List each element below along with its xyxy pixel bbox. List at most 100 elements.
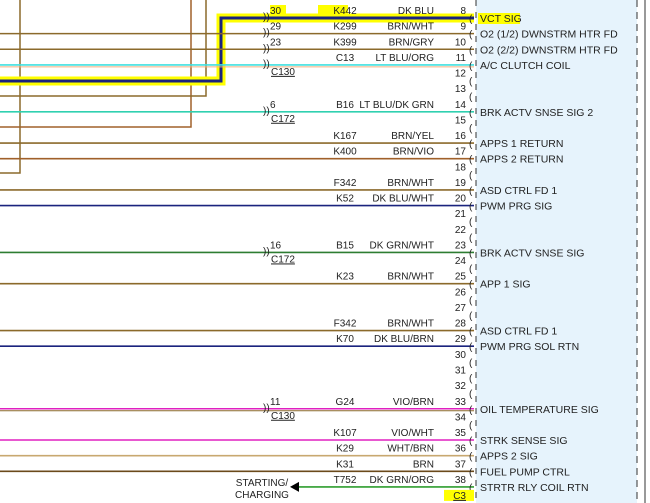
connector-cavity-icon: ( xyxy=(469,170,473,181)
signal-label: APPS 1 RETURN xyxy=(480,138,563,150)
connector-cavity-icon: ( xyxy=(469,373,473,384)
connector-cavity-icon: ( xyxy=(469,202,473,213)
signal-label: PWM PRG SIG xyxy=(480,201,552,213)
connector-cavity-icon: ( xyxy=(469,264,473,275)
connector-cavity-icon: ( xyxy=(469,30,473,41)
pin-number: 31 xyxy=(455,365,467,376)
signal-label: APPS 2 SIG xyxy=(480,451,538,463)
signal-label: STRTR RLY COIL RTN xyxy=(480,482,589,494)
pin-number: 27 xyxy=(455,303,467,314)
connector-cavity-icon: ( xyxy=(469,45,473,56)
harness-wire xyxy=(0,0,207,97)
circuit-highlight xyxy=(318,5,348,15)
harness-wire xyxy=(0,0,21,174)
inline-pin: 30 xyxy=(270,6,282,17)
connector-name: C3 xyxy=(453,491,466,502)
circuit-label: G24 xyxy=(336,397,355,408)
wire-color-label: DK BLU/BRN xyxy=(374,334,434,345)
connector-cavity-icon: ( xyxy=(469,405,473,416)
connector-cavity-icon: ( xyxy=(469,77,473,88)
connector-cavity-icon: ( xyxy=(469,358,473,369)
circuit-label: K29 xyxy=(336,444,354,455)
circuit-label: T752 xyxy=(334,475,357,486)
destination-label: SYSTEM xyxy=(241,502,282,503)
connector-cavity-icon: ( xyxy=(469,248,473,259)
signal-label: STRK SENSE SIG xyxy=(480,435,568,447)
inline-connector-name: C172 xyxy=(271,254,295,265)
circuit-label: F342 xyxy=(334,178,357,189)
pin-number: 16 xyxy=(455,131,467,142)
circuit-label: K399 xyxy=(333,37,357,48)
pin-number: 26 xyxy=(455,287,467,298)
connector-cavity-icon: ( xyxy=(469,342,473,353)
connector-cavity-icon: ( xyxy=(469,186,473,197)
circuit-label: F342 xyxy=(334,319,357,330)
connector-cavity-icon: ( xyxy=(469,420,473,431)
signal-label: BRK ACTV SNSE SIG 2 xyxy=(480,107,593,119)
wire-color-label: DK BLU xyxy=(398,6,434,17)
wire-color-label: BRN/WHT xyxy=(387,319,434,330)
inline-pin: 23 xyxy=(270,37,282,48)
signal-label: VCT SIG xyxy=(480,13,522,25)
signal-label: APPS 2 RETURN xyxy=(480,154,563,166)
connector-cavity-icon: ( xyxy=(469,327,473,338)
connector-highlight xyxy=(444,489,474,501)
wire-color-label: BRN/WHT xyxy=(387,178,434,189)
wire-color-label: LT BLU/DK GRN xyxy=(359,100,434,111)
wire-color-label: VIO/WHT xyxy=(391,428,434,439)
wire-color-label: DK GRN/ORG xyxy=(370,475,435,486)
pin-number: 33 xyxy=(455,397,467,408)
pin-number: 9 xyxy=(460,22,466,33)
pin-number: 37 xyxy=(455,459,467,470)
pin-number: 25 xyxy=(455,272,467,283)
wire-color-label: BRN/YEL xyxy=(391,131,434,142)
wire-color-label: DK BLU/WHT xyxy=(372,194,434,205)
wire-color-label: WHT/BRN xyxy=(387,444,434,455)
pin-number: 13 xyxy=(455,84,467,95)
pin-number: 11 xyxy=(456,53,467,64)
wire-color-label: LT BLU/ORG xyxy=(375,53,434,64)
signal-highlight xyxy=(478,13,520,24)
signal-label: APP 1 SIG xyxy=(480,279,531,291)
pin-number: 19 xyxy=(455,178,467,189)
signal-label: BRK ACTV SNSE SIG xyxy=(480,247,584,259)
signal-label: O2 (2/2) DWNSTRM HTR FD xyxy=(480,44,618,56)
pin-number: 24 xyxy=(455,256,467,267)
pin-number: 17 xyxy=(455,147,467,158)
circuit-label: K299 xyxy=(333,22,357,33)
connector-cavity-icon: ( xyxy=(469,436,473,447)
inline-pin: 29 xyxy=(270,22,282,33)
connector-cavity-icon: ( xyxy=(469,217,473,228)
pin-number: 14 xyxy=(455,100,467,111)
pin-number: 34 xyxy=(455,412,467,423)
signal-label: A/C CLUTCH COIL xyxy=(480,60,571,72)
signal-label: ASD CTRL FD 1 xyxy=(480,185,557,197)
pin-number: 21 xyxy=(455,209,467,220)
wire-color-label: DK GRN/WHT xyxy=(370,240,434,251)
signal-label: OIL TEMPERATURE SIG xyxy=(480,404,599,416)
circuit-label: K52 xyxy=(336,194,354,205)
connector-cavity-icon: ( xyxy=(469,139,473,150)
pin-number: 20 xyxy=(455,194,467,205)
pin-number: 35 xyxy=(455,428,467,439)
circuit-label: K70 xyxy=(336,334,354,345)
destination-label: STARTING/ xyxy=(236,478,289,489)
connector-cavity-icon: ( xyxy=(469,295,473,306)
pin-highlight xyxy=(270,5,286,15)
inline-connector-name: C130 xyxy=(271,411,295,422)
arrow-left-icon xyxy=(290,481,299,492)
pin-number: 32 xyxy=(455,381,467,392)
inline-connector-icon: )) xyxy=(263,43,270,54)
inline-connector-icon: )) xyxy=(263,59,270,70)
wire-color-label: VIO/BRN xyxy=(393,397,434,408)
connector-cavity-icon: ( xyxy=(469,14,473,25)
circuit-label: K167 xyxy=(333,131,357,142)
pin-number: 10 xyxy=(455,37,467,48)
pin-number: 22 xyxy=(455,225,467,236)
connector-cavity-icon: ( xyxy=(469,280,473,291)
wire-color-label: BRN/WHT xyxy=(387,22,434,33)
pin-number: 8 xyxy=(460,6,466,17)
connector-cavity-icon: ( xyxy=(469,233,473,244)
